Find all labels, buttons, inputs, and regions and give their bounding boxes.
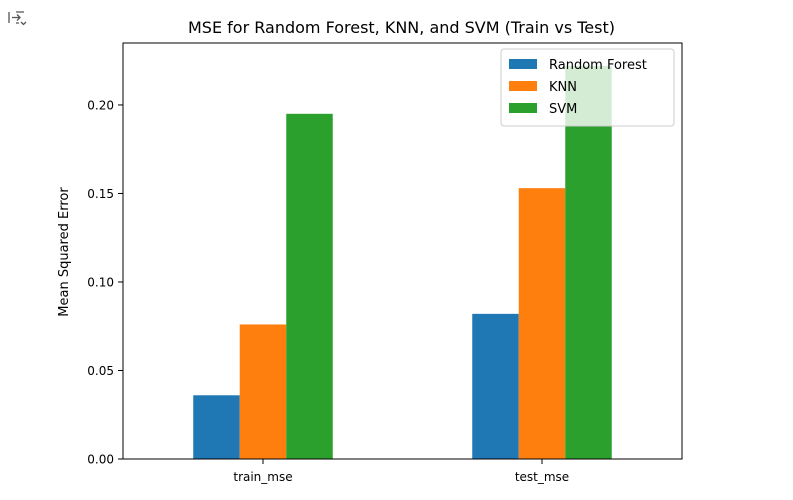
legend: Random Forest KNN SVM bbox=[500, 48, 675, 127]
legend-label: KNN bbox=[549, 80, 577, 95]
y-tick-label: 0.05 bbox=[87, 364, 114, 378]
output-toggle-glyph bbox=[8, 11, 27, 26]
bar-random-forest-train-mse bbox=[193, 395, 240, 459]
bars-group bbox=[193, 66, 612, 460]
legend-box bbox=[500, 48, 675, 127]
bar-knn-train-mse bbox=[239, 324, 287, 459]
x-tick-label: test_mse bbox=[515, 470, 569, 484]
axes-group: 0.00 0.05 0.10 0.15 0.20 train_mse test_mse bbox=[87, 42, 683, 484]
legend-label: SVM bbox=[549, 102, 577, 117]
y-axis-label: Mean Squared Error bbox=[57, 187, 72, 317]
bar-knn-test-mse bbox=[518, 188, 566, 459]
plot-frame bbox=[122, 42, 683, 460]
output-toggle-icon[interactable] bbox=[6, 8, 28, 28]
bar-svm-train-mse bbox=[286, 113, 333, 460]
y-tick-label: 0.10 bbox=[87, 275, 114, 289]
legend-swatch bbox=[509, 103, 537, 113]
x-tick-label: train_mse bbox=[233, 470, 292, 484]
bar-svm-test-mse bbox=[565, 66, 612, 460]
legend-label: Random Forest bbox=[549, 58, 647, 73]
y-tick-label: 0.20 bbox=[87, 98, 114, 112]
y-tick-label: 0.00 bbox=[87, 453, 114, 467]
legend-swatch bbox=[509, 59, 537, 69]
chart-title: MSE for Random Forest, KNN, and SVM (Tra… bbox=[188, 18, 615, 37]
legend-swatch bbox=[509, 81, 537, 91]
y-tick-label: 0.15 bbox=[87, 187, 114, 201]
bar-random-forest-test-mse bbox=[472, 313, 519, 459]
